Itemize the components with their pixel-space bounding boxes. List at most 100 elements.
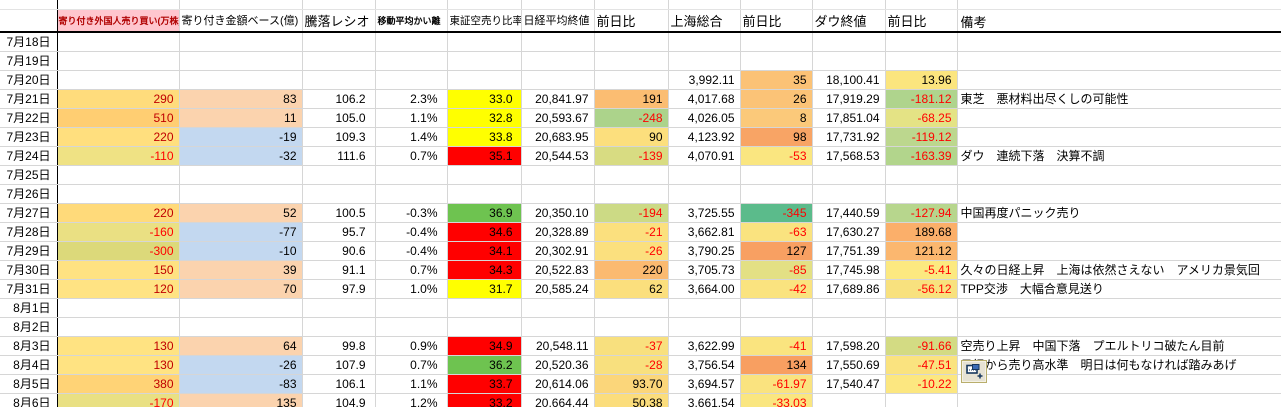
cell-nikkei_diff[interactable]: -139 xyxy=(594,146,669,166)
spacer-cell[interactable] xyxy=(179,0,303,10)
cell-dow_diff[interactable]: 121.12 xyxy=(885,241,958,261)
cell-shanghai_diff[interactable]: -41 xyxy=(740,336,813,356)
cell-short[interactable]: 33.0 xyxy=(447,89,522,109)
cell-amount[interactable]: -10 xyxy=(179,241,303,261)
cell-foreign[interactable] xyxy=(57,32,180,52)
cell-amount[interactable]: -32 xyxy=(179,146,303,166)
cell-note[interactable]: 空売り上昇 中国下落 プエルトリコ破たん目前 xyxy=(957,336,1281,356)
cell-nikkei_diff[interactable]: 90 xyxy=(594,127,669,147)
cell-foreign[interactable]: 220 xyxy=(57,203,180,223)
cell-date[interactable]: 7月30日 xyxy=(0,260,58,280)
cell-dow_diff[interactable]: -127.94 xyxy=(885,203,958,223)
cell-nikkei[interactable] xyxy=(521,165,595,185)
cell-nikkei_diff[interactable] xyxy=(594,298,669,318)
cell-nikkei[interactable]: 20,350.10 xyxy=(521,203,595,223)
spacer-cell[interactable] xyxy=(740,0,813,10)
cell-dow[interactable]: 17,440.59 xyxy=(812,203,886,223)
cell-shanghai[interactable] xyxy=(668,317,741,337)
cell-dow[interactable]: 17,568.53 xyxy=(812,146,886,166)
cell-dow_diff[interactable] xyxy=(885,32,958,52)
cell-date[interactable]: 7月21日 xyxy=(0,89,58,109)
cell-foreign[interactable] xyxy=(57,51,180,71)
cell-dow[interactable] xyxy=(812,317,886,337)
cell-note[interactable] xyxy=(957,32,1281,52)
spacer-cell[interactable] xyxy=(0,0,58,10)
cell-short[interactable]: 34.1 xyxy=(447,241,522,261)
cell-nikkei_diff[interactable]: -248 xyxy=(594,108,669,128)
cell-shanghai_diff[interactable]: -63 xyxy=(740,222,813,242)
cell-foreign[interactable]: -160 xyxy=(57,222,180,242)
column-header-foreign[interactable]: 寄り付き外国人売り買い(万株) xyxy=(57,9,180,33)
column-header-amount[interactable]: 寄り付き金額ベース(億) xyxy=(179,9,303,33)
spacer-cell[interactable] xyxy=(594,0,669,10)
spacer-cell[interactable] xyxy=(957,0,1281,10)
cell-foreign[interactable] xyxy=(57,298,180,318)
cell-dow[interactable] xyxy=(812,298,886,318)
cell-ma[interactable] xyxy=(375,165,448,185)
cell-dow[interactable] xyxy=(812,51,886,71)
spacer-cell[interactable] xyxy=(668,0,741,10)
cell-short[interactable] xyxy=(447,32,522,52)
cell-note[interactable] xyxy=(957,298,1281,318)
cell-amount[interactable] xyxy=(179,32,303,52)
cell-short[interactable]: 36.9 xyxy=(447,203,522,223)
cell-short[interactable]: 36.2 xyxy=(447,355,522,375)
spacer-cell[interactable] xyxy=(521,0,595,10)
cell-date[interactable]: 7月26日 xyxy=(0,184,58,204)
cell-dow[interactable]: 17,630.27 xyxy=(812,222,886,242)
cell-amount[interactable]: 64 xyxy=(179,336,303,356)
cell-dow_diff[interactable]: 13.96 xyxy=(885,70,958,90)
spacer-cell[interactable] xyxy=(57,0,180,10)
cell-ratio[interactable]: 90.6 xyxy=(302,241,376,261)
cell-amount[interactable]: 39 xyxy=(179,260,303,280)
cell-date[interactable]: 8月3日 xyxy=(0,336,58,356)
cell-dow_diff[interactable]: 189.68 xyxy=(885,222,958,242)
cell-ma[interactable]: 1.4% xyxy=(375,127,448,147)
cell-nikkei[interactable]: 20,544.53 xyxy=(521,146,595,166)
cell-ratio[interactable]: 91.1 xyxy=(302,260,376,280)
cell-ma[interactable] xyxy=(375,51,448,71)
paste-options-button[interactable] xyxy=(961,360,987,383)
column-header-nikkei_diff[interactable]: 前日比 xyxy=(594,9,669,33)
cell-amount[interactable]: 135 xyxy=(179,393,303,407)
cell-foreign[interactable]: -170 xyxy=(57,393,180,407)
cell-foreign[interactable]: 150 xyxy=(57,260,180,280)
cell-amount[interactable]: -83 xyxy=(179,374,303,394)
cell-ma[interactable]: 0.7% xyxy=(375,260,448,280)
cell-dow[interactable] xyxy=(812,165,886,185)
cell-dow_diff[interactable] xyxy=(885,298,958,318)
cell-shanghai_diff[interactable]: -345 xyxy=(740,203,813,223)
cell-ma[interactable]: 2.3% xyxy=(375,89,448,109)
cell-ma[interactable]: -0.4% xyxy=(375,222,448,242)
cell-dow_diff[interactable]: -91.66 xyxy=(885,336,958,356)
cell-dow[interactable]: 17,751.39 xyxy=(812,241,886,261)
cell-ratio[interactable]: 95.7 xyxy=(302,222,376,242)
cell-nikkei[interactable]: 20,841.97 xyxy=(521,89,595,109)
cell-dow_diff[interactable] xyxy=(885,184,958,204)
cell-short[interactable]: 31.7 xyxy=(447,279,522,299)
cell-foreign[interactable]: -110 xyxy=(57,146,180,166)
cell-shanghai_diff[interactable]: -61.97 xyxy=(740,374,813,394)
cell-dow_diff[interactable]: -68.25 xyxy=(885,108,958,128)
cell-short[interactable]: 33.7 xyxy=(447,374,522,394)
cell-ma[interactable] xyxy=(375,184,448,204)
column-header-short[interactable]: 東証空売り比率 xyxy=(447,9,522,33)
cell-ratio[interactable]: 106.2 xyxy=(302,89,376,109)
cell-shanghai[interactable]: 3,694.57 xyxy=(668,374,741,394)
cell-shanghai[interactable]: 3,622.99 xyxy=(668,336,741,356)
cell-short[interactable] xyxy=(447,51,522,71)
cell-foreign[interactable]: 130 xyxy=(57,336,180,356)
cell-nikkei[interactable] xyxy=(521,298,595,318)
cell-nikkei_diff[interactable]: -28 xyxy=(594,355,669,375)
cell-amount[interactable] xyxy=(179,70,303,90)
cell-dow_diff[interactable]: -10.22 xyxy=(885,374,958,394)
cell-dow[interactable]: 17,689.86 xyxy=(812,279,886,299)
cell-foreign[interactable]: 380 xyxy=(57,374,180,394)
cell-note[interactable] xyxy=(957,70,1281,90)
cell-nikkei[interactable]: 20,614.06 xyxy=(521,374,595,394)
cell-date[interactable]: 7月31日 xyxy=(0,279,58,299)
cell-short[interactable]: 33.2 xyxy=(447,393,522,407)
cell-amount[interactable] xyxy=(179,165,303,185)
cell-note[interactable]: 久々の日経上昇 上海は依然さえない アメリカ景気回 xyxy=(957,260,1281,280)
cell-amount[interactable] xyxy=(179,184,303,204)
